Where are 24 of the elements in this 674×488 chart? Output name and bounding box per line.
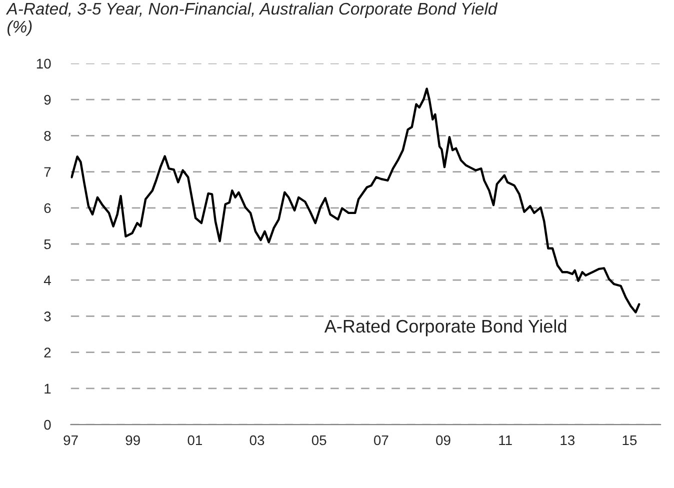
x-tick-label: 05 bbox=[312, 435, 326, 446]
y-tick-label: 9 bbox=[44, 94, 51, 105]
y-tick-label: 7 bbox=[44, 167, 51, 177]
y-tick-label: 1 bbox=[44, 384, 51, 394]
y-tick-label: 6 bbox=[44, 203, 51, 214]
x-tick-label: 11 bbox=[499, 435, 512, 446]
text: A-Rated Corporate Bond Yield bbox=[324, 319, 566, 336]
y-tick-label: 10 bbox=[36, 58, 51, 69]
y-tick-label: 5 bbox=[44, 239, 51, 250]
x-tick-label: 15 bbox=[622, 435, 637, 446]
line-series bbox=[70, 88, 640, 314]
x-tick-label: 13 bbox=[560, 435, 575, 446]
y-tick-label: 8 bbox=[44, 131, 51, 141]
x-tick-label: 97 bbox=[64, 435, 78, 446]
y-tick-label: 4 bbox=[44, 276, 51, 286]
x-tick-label: 07 bbox=[374, 435, 388, 446]
y-tick-label: 0 bbox=[44, 420, 51, 430]
chart-title: A-Rated, 3-5 Year, Non-Financial, Australian Corporate Bond Yield (%) bbox=[6, 2, 498, 36]
x-tick-label: 09 bbox=[436, 435, 450, 446]
x-tick-label: 01 bbox=[188, 435, 202, 446]
x-tick-label: 99 bbox=[126, 435, 140, 446]
y-tick-label: 3 bbox=[44, 312, 51, 322]
y-tick-label: 2 bbox=[44, 348, 51, 358]
x-tick-label: 03 bbox=[250, 435, 264, 446]
